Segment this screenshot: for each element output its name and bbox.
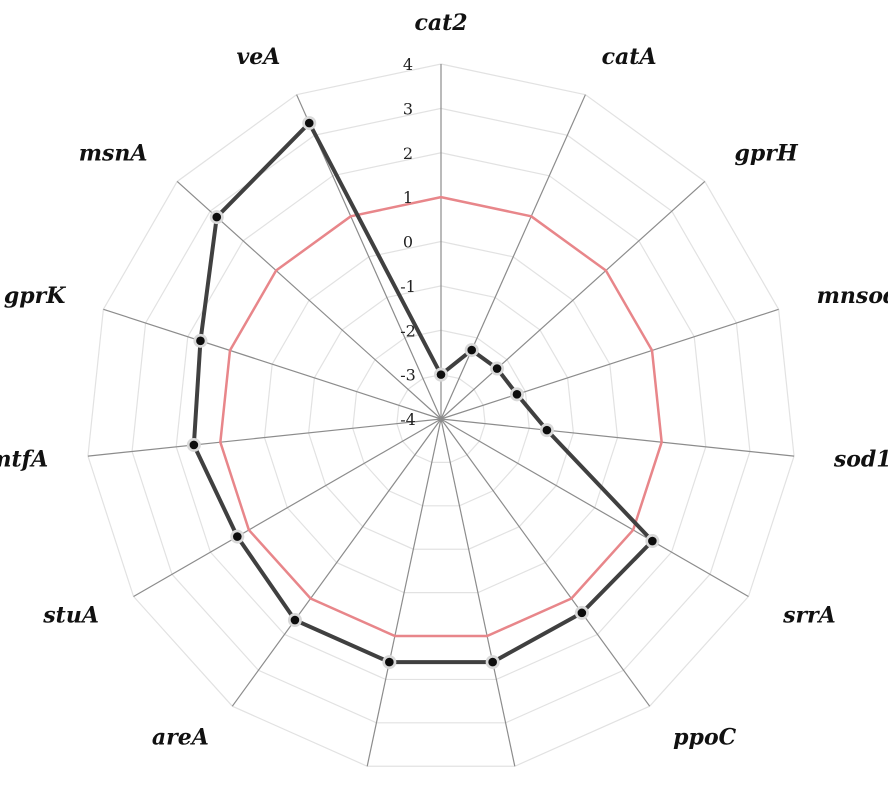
gridline-ring-4 xyxy=(263,240,619,594)
point-sod1 xyxy=(542,425,552,435)
axis-label-layer: cat2 catA gprH mnsod sod1 srrA ppoC nsdC pacC are… xyxy=(0,10,888,793)
spoke-gprH xyxy=(440,181,706,420)
spoke-srrA xyxy=(440,418,749,598)
gridline-ring-7 xyxy=(131,107,751,724)
tick-label: -3 xyxy=(400,366,416,385)
gridline-ring-8 xyxy=(87,63,795,767)
point-ppoC xyxy=(577,608,587,618)
point-gprK xyxy=(196,336,205,346)
tick-label-layer: -4 -3 -2 -1 0 1 2 3 4 xyxy=(400,55,416,429)
axis-label-areA: areA xyxy=(152,725,209,751)
spoke-areA xyxy=(231,418,442,707)
series-line-1 xyxy=(191,121,655,665)
tick-label: 3 xyxy=(403,99,413,118)
point-catA xyxy=(467,345,476,355)
gridline-ring-3 xyxy=(307,285,575,550)
gridline-ring-2 xyxy=(352,329,530,507)
axis-label-ppoC: ppoC xyxy=(673,725,736,751)
tick-label: 4 xyxy=(403,55,413,74)
axis-label-mtfA: mtfA xyxy=(0,446,48,472)
spoke-gprK xyxy=(103,308,442,420)
point-pacC xyxy=(385,657,394,667)
tick-label: 2 xyxy=(403,144,413,163)
spoke-stuA xyxy=(133,418,442,598)
point-mnsod xyxy=(512,390,522,399)
gridline-ring-1 xyxy=(396,374,486,464)
point-gprH xyxy=(492,364,502,373)
point-stuA xyxy=(233,532,242,541)
spoke-nsdC xyxy=(440,418,516,767)
point-areA xyxy=(290,615,300,625)
point-msnA xyxy=(212,212,222,222)
spoke-ppoC xyxy=(440,418,651,707)
spoke-mnsod xyxy=(440,308,779,420)
axis-label-stuA: stuA xyxy=(42,603,99,629)
point-nsdC xyxy=(488,657,497,667)
axis-label-mnsod: mnsod xyxy=(817,283,888,309)
axis-label-gprK: gprK xyxy=(4,283,66,309)
axis-label-msnA: msnA xyxy=(79,141,148,167)
tick-label: 1 xyxy=(403,188,413,207)
axis-label-cat2: cat2 xyxy=(414,10,467,36)
axis-label-srrA: srrA xyxy=(782,603,836,629)
spoke-pacC xyxy=(366,418,442,767)
tick-label: 0 xyxy=(403,233,413,252)
point-mtfA xyxy=(189,440,199,450)
tick-label: -1 xyxy=(400,277,416,296)
series-line-0 xyxy=(219,195,663,638)
point-veA xyxy=(304,118,314,128)
series-layer xyxy=(186,116,663,670)
point-srrA xyxy=(648,536,657,546)
spoke-catA xyxy=(440,94,586,420)
axis-label-gprH: gprH xyxy=(735,141,799,167)
point-cat2 xyxy=(436,370,446,379)
tick-label: -2 xyxy=(400,321,416,340)
spoke-sod1 xyxy=(440,418,795,457)
axis-label-sod1: sod1 xyxy=(833,446,888,472)
axis-label-veA: veA xyxy=(236,44,280,70)
axis-label-pacC: pacC xyxy=(329,791,390,793)
axis-label-nsdC: nsdC xyxy=(492,791,554,793)
axis-label-catA: catA xyxy=(602,44,657,70)
tick-label: -4 xyxy=(400,410,416,429)
spoke-mtfA xyxy=(87,418,442,457)
gridline-ring-6 xyxy=(175,152,707,681)
